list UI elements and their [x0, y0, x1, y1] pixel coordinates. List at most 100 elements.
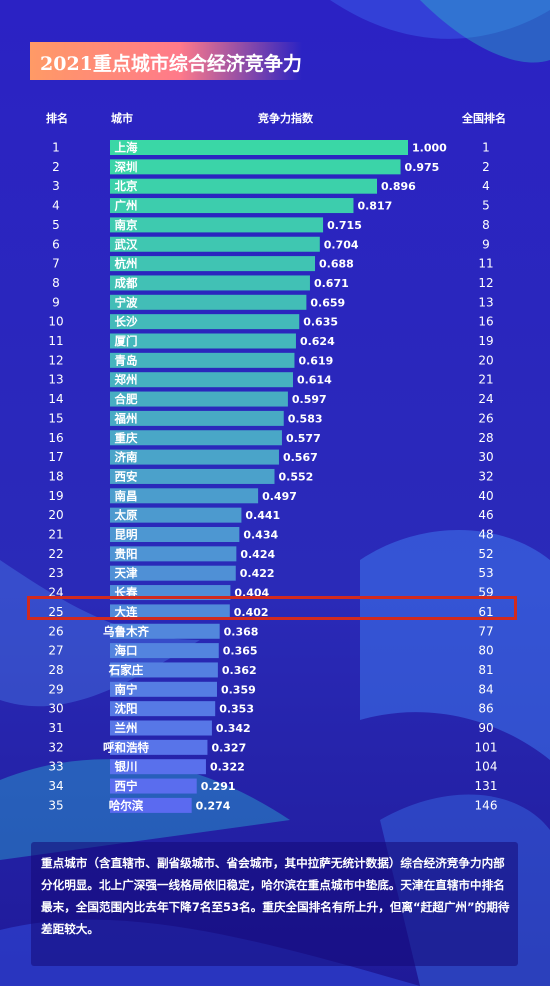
rank-label: 11 — [48, 334, 63, 348]
national-rank-label: 8 — [482, 218, 490, 232]
city-label: 西宁 — [115, 779, 138, 793]
bar-济南 — [110, 449, 279, 465]
city-label: 银川 — [115, 760, 138, 774]
bar-合肥 — [110, 391, 288, 407]
city-label: 合肥 — [115, 392, 138, 406]
rank-label: 29 — [48, 682, 63, 696]
bar-银川 — [110, 759, 206, 775]
city-label: 昆明 — [115, 528, 138, 542]
national-rank-label: 30 — [478, 450, 493, 464]
value-label: 0.422 — [240, 567, 275, 580]
city-label: 北京 — [115, 179, 138, 193]
rank-label: 23 — [48, 566, 63, 580]
bar-福州 — [110, 410, 284, 426]
value-label: 0.635 — [303, 316, 338, 329]
national-rank-label: 40 — [478, 489, 493, 503]
bar-北京 — [110, 178, 378, 194]
value-label: 0.896 — [381, 180, 416, 193]
national-rank-label: 77 — [478, 624, 493, 638]
bar-昆明 — [110, 527, 240, 542]
national-rank-label: 90 — [478, 721, 493, 735]
city-label: 青岛 — [115, 353, 138, 367]
city-label: 武汉 — [115, 237, 138, 251]
bar-长沙 — [110, 314, 300, 330]
city-label: 海口 — [115, 644, 138, 658]
rank-label: 7 — [52, 257, 60, 271]
value-label: 0.402 — [234, 606, 269, 619]
bar-南昌 — [110, 488, 259, 504]
bar-宁波 — [110, 294, 307, 310]
header-city: 城市 — [111, 112, 133, 125]
value-label: 0.322 — [210, 761, 245, 774]
bar-深圳 — [110, 159, 401, 175]
national-rank-label: 20 — [478, 353, 493, 367]
rank-label: 10 — [48, 315, 63, 329]
city-label: 深圳 — [115, 160, 138, 174]
value-label: 0.359 — [221, 683, 256, 696]
rank-label: 19 — [48, 489, 63, 503]
national-rank-label: 53 — [478, 566, 493, 580]
value-label: 0.715 — [327, 219, 362, 232]
national-rank-label: 61 — [478, 605, 493, 619]
bar-乌鲁木齐 — [110, 623, 220, 639]
rank-label: 22 — [48, 547, 63, 561]
national-rank-label: 26 — [478, 411, 493, 425]
bar-杭州 — [110, 256, 316, 272]
rank-label: 1 — [52, 141, 60, 155]
national-rank-label: 32 — [478, 469, 493, 483]
national-rank-label: 5 — [482, 199, 490, 213]
city-label: 重庆 — [115, 431, 138, 445]
city-label: 南京 — [115, 218, 138, 232]
national-rank-label: 13 — [478, 295, 493, 309]
value-label: 0.659 — [310, 296, 345, 309]
city-label: 成都 — [115, 276, 138, 290]
city-label: 西安 — [115, 469, 138, 483]
value-label: 0.583 — [288, 412, 323, 425]
rank-label: 2 — [52, 160, 60, 174]
rank-label: 31 — [48, 721, 63, 735]
bar-西安 — [110, 468, 275, 484]
national-rank-label: 11 — [478, 257, 493, 271]
city-label: 太原 — [114, 508, 138, 522]
value-label: 0.597 — [292, 393, 327, 406]
national-rank-label: 21 — [478, 373, 493, 387]
national-rank-label: 80 — [478, 644, 493, 658]
value-label: 0.365 — [223, 645, 258, 658]
city-label: 哈尔滨 — [109, 798, 144, 812]
rank-label: 15 — [48, 411, 63, 425]
bar-成都 — [110, 275, 310, 291]
national-rank-label: 19 — [478, 334, 493, 348]
rank-label: 30 — [48, 702, 63, 716]
rank-label: 8 — [52, 276, 60, 290]
city-label: 杭州 — [115, 257, 138, 271]
header-index: 竞争力指数 — [258, 112, 313, 125]
rank-label: 34 — [48, 779, 63, 793]
city-label: 兰州 — [115, 721, 138, 735]
bar-哈尔滨 — [110, 797, 192, 813]
bar-天津 — [110, 565, 236, 581]
bar-太原 — [110, 507, 242, 523]
national-rank-label: 24 — [478, 392, 493, 406]
city-label: 大连 — [115, 605, 138, 619]
national-rank-label: 16 — [478, 315, 493, 329]
rank-label: 5 — [52, 218, 60, 232]
rank-label: 26 — [48, 624, 63, 638]
header-national-rank: 全国排名 — [462, 112, 506, 125]
rank-label: 27 — [48, 644, 63, 658]
value-label: 0.362 — [222, 664, 257, 677]
national-rank-label: 52 — [478, 547, 493, 561]
national-rank-label: 48 — [478, 528, 493, 542]
city-label: 福州 — [114, 411, 138, 425]
value-label: 0.577 — [286, 432, 321, 445]
national-rank-label: 81 — [478, 663, 493, 677]
city-label: 郑州 — [115, 373, 138, 387]
bar-重庆 — [110, 430, 282, 446]
bar-厦门 — [110, 333, 296, 349]
city-label: 厦门 — [115, 334, 138, 348]
value-label: 0.704 — [324, 238, 359, 251]
national-rank-label: 146 — [475, 798, 498, 812]
summary-note-box: 重点城市（含直辖市、副省级城市、省会城市，其中拉萨无统计数据）综合经济竞争力内部… — [31, 842, 518, 966]
page-title: 2021重点城市综合经济竞争力 — [40, 53, 302, 75]
value-label: 0.497 — [262, 490, 297, 503]
rank-label: 25 — [48, 605, 63, 619]
